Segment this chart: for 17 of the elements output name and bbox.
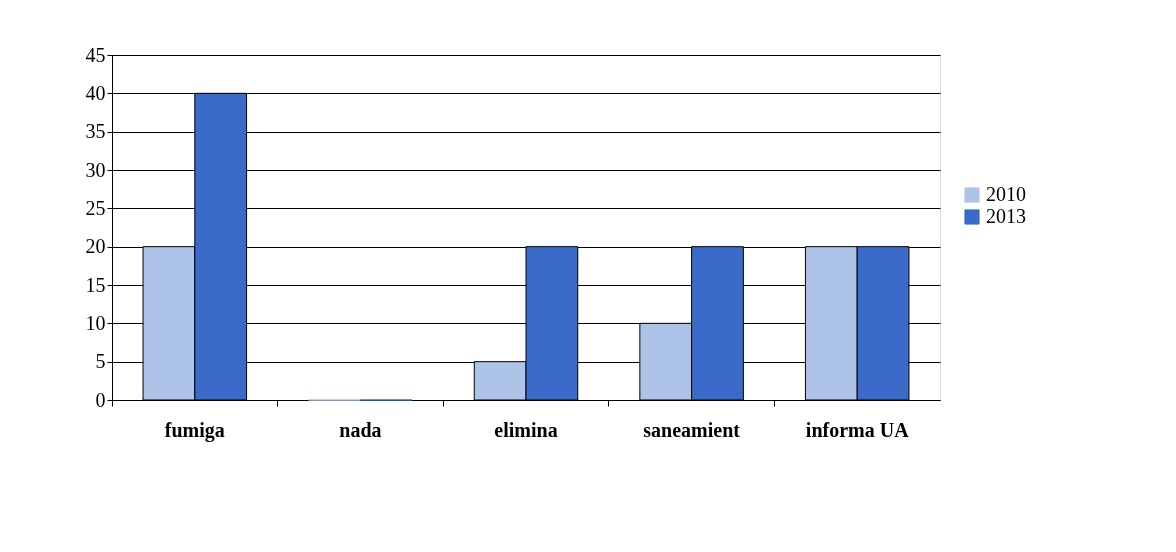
y-tick-label: 5 [95, 350, 106, 373]
legend-label: 2013 [986, 205, 1026, 227]
y-tick-label: 45 [85, 43, 106, 66]
y-tick-label: 30 [85, 158, 106, 181]
x-tick-label: informa UA [805, 418, 910, 441]
x-tick-label: elimina [494, 418, 558, 441]
y-tick-label: 25 [85, 196, 106, 219]
legend-label: 2010 [986, 183, 1026, 205]
y-tick-label: 15 [85, 273, 106, 296]
x-tick-label: nada [339, 418, 382, 441]
y-tick-label: 10 [85, 311, 106, 334]
y-tick-label: 20 [85, 235, 106, 258]
x-tick-label: saneamient [643, 418, 741, 441]
y-tick-label: 0 [95, 388, 106, 411]
x-tick-label: fumiga [164, 418, 225, 442]
y-tick-label: 35 [85, 120, 106, 143]
y-tick-label: 40 [85, 81, 106, 104]
